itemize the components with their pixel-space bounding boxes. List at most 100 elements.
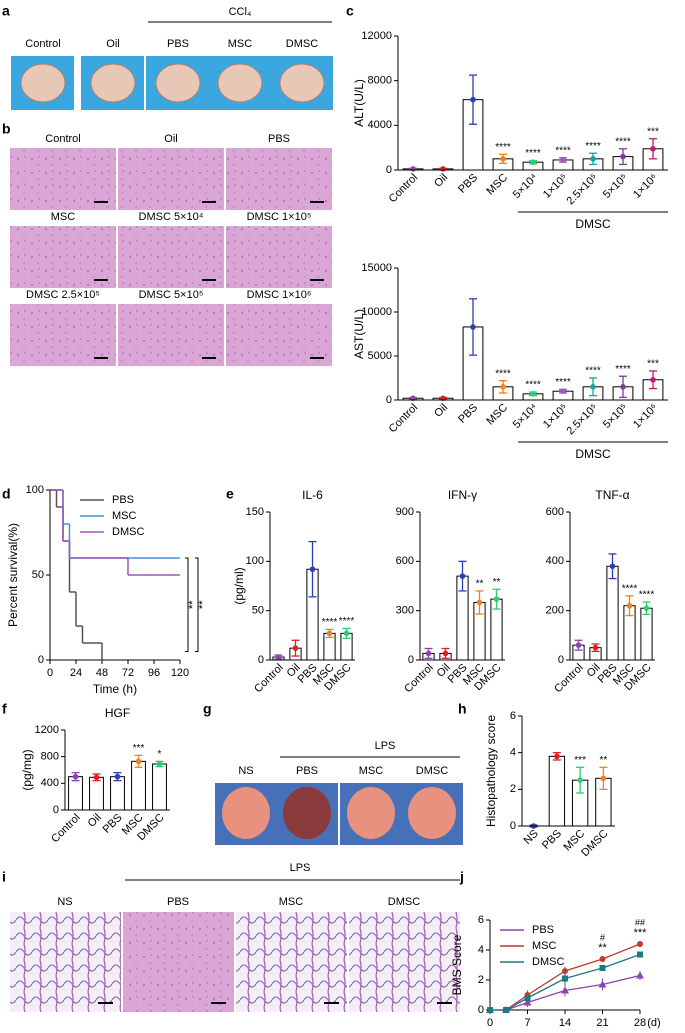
y-tick-label: 400 bbox=[41, 777, 59, 789]
significance: **** bbox=[615, 136, 631, 147]
group-label: CCl₄ bbox=[229, 6, 252, 18]
x-tick-label: 120 bbox=[171, 667, 189, 679]
point bbox=[524, 995, 531, 1001]
image-caption: Control bbox=[45, 133, 80, 145]
mean-point bbox=[643, 605, 650, 611]
x-tick-label: Oil bbox=[432, 402, 450, 420]
image-caption: DMSC bbox=[286, 38, 318, 50]
x-tick-label: 14 bbox=[559, 1017, 571, 1029]
x-tick-label: Control bbox=[387, 172, 421, 206]
y-tick-label: 900 bbox=[396, 506, 414, 518]
significance: **** bbox=[339, 616, 355, 627]
image-caption: DMSC 5×10⁴ bbox=[139, 211, 204, 223]
mean-point bbox=[343, 630, 350, 637]
y-tick-label: 8000 bbox=[368, 75, 392, 87]
image-caption: DMSC 1×10⁵ bbox=[247, 211, 312, 223]
y-tick-label: 50 bbox=[252, 605, 264, 617]
mean-point bbox=[609, 563, 616, 570]
panel-label: e bbox=[226, 486, 234, 502]
x-tick-label: Control bbox=[387, 402, 421, 436]
x-tick-label: Control bbox=[402, 662, 436, 696]
mean-point bbox=[275, 654, 282, 660]
significance-bracket bbox=[195, 557, 199, 652]
legend-label: MSC bbox=[112, 510, 137, 522]
histology-image bbox=[226, 148, 332, 210]
image-caption: MSC bbox=[51, 211, 76, 223]
x-tick-label: 0 bbox=[487, 1017, 493, 1029]
image-caption: DMSC 5×10⁵ bbox=[139, 289, 204, 301]
mean-point bbox=[500, 156, 506, 162]
significance: *** bbox=[133, 743, 145, 754]
image-caption: Oil bbox=[106, 38, 119, 50]
x-tick-label: PBS bbox=[540, 828, 564, 852]
mean-point bbox=[156, 761, 163, 767]
y-tick-label: 0 bbox=[38, 654, 44, 666]
mean-point bbox=[93, 774, 100, 781]
x-tick-label: 1×10⁶ bbox=[631, 402, 660, 431]
chart-title: TNF-α bbox=[595, 488, 629, 502]
histology-image bbox=[226, 226, 332, 288]
bar bbox=[548, 755, 566, 827]
legend-label: DMSC bbox=[112, 526, 144, 538]
significance: ** bbox=[599, 755, 607, 766]
group-label: DMSC bbox=[575, 447, 611, 461]
mean-point bbox=[442, 650, 449, 657]
significance: *** bbox=[634, 927, 648, 939]
image-caption: Oil bbox=[164, 133, 177, 145]
y-axis-label: Histopathology score bbox=[484, 715, 498, 827]
lung bbox=[222, 787, 270, 839]
mean-point bbox=[575, 642, 582, 648]
x-tick-label: PBS bbox=[456, 172, 480, 196]
x-tick-label: Control bbox=[252, 662, 286, 696]
mean-point bbox=[440, 166, 446, 172]
y-tick-label: 150 bbox=[246, 506, 264, 518]
mean-point bbox=[72, 773, 79, 780]
x-tick-label: 1×10⁶ bbox=[631, 172, 660, 201]
mean-point bbox=[114, 773, 121, 780]
liver bbox=[90, 63, 136, 103]
mean-point bbox=[620, 384, 626, 390]
y-tick-label: 0 bbox=[386, 164, 392, 176]
y-axis-label: Percent survival(%) bbox=[6, 523, 20, 627]
mean-point bbox=[135, 758, 142, 765]
panel-label: h bbox=[458, 701, 467, 717]
mean-point bbox=[410, 166, 416, 172]
y-tick-label: 4 bbox=[510, 747, 516, 759]
x-tick-label: 48 bbox=[96, 667, 108, 679]
mean-point bbox=[309, 566, 316, 573]
image-caption: PBS bbox=[268, 133, 290, 145]
y-tick-label: 12000 bbox=[361, 30, 392, 42]
x-tick-label: 5×10⁵ bbox=[601, 402, 630, 431]
mean-point bbox=[600, 775, 607, 782]
chart-title: HGF bbox=[105, 706, 130, 720]
significance: **** bbox=[525, 380, 541, 391]
x-tick-label: MSC bbox=[484, 402, 510, 428]
y-tick-label: 0 bbox=[558, 654, 564, 666]
mean-point bbox=[470, 324, 476, 330]
y-tick-label: 0 bbox=[408, 654, 414, 666]
image-caption: NS bbox=[238, 765, 253, 777]
y-tick-label: 0 bbox=[258, 654, 264, 666]
x-tick-label: 5×10⁴ bbox=[511, 172, 541, 202]
image-caption: PBS bbox=[296, 765, 318, 777]
lung bbox=[283, 787, 331, 839]
image-caption: DMSC bbox=[388, 896, 420, 908]
mean-point bbox=[592, 644, 599, 651]
x-tick-label: 5×10⁵ bbox=[601, 172, 630, 201]
x-tick-label: DMSC bbox=[579, 828, 610, 859]
histology-image bbox=[118, 304, 224, 366]
mean-point bbox=[650, 145, 656, 152]
group-label: LPS bbox=[290, 862, 311, 874]
y-tick-label: 600 bbox=[546, 506, 564, 518]
panel-label: a bbox=[2, 3, 10, 19]
significance: *** bbox=[574, 755, 586, 766]
significance: ** bbox=[476, 579, 484, 590]
panel-label: j bbox=[459, 869, 464, 885]
significance: **** bbox=[639, 590, 655, 601]
x-tick-label: MSC bbox=[484, 172, 510, 198]
x-tick-label: Control bbox=[552, 662, 586, 696]
point bbox=[503, 1007, 510, 1013]
significance: **** bbox=[622, 584, 638, 595]
y-tick-label: 6 bbox=[478, 914, 484, 926]
y-tick-label: 0 bbox=[386, 394, 392, 406]
